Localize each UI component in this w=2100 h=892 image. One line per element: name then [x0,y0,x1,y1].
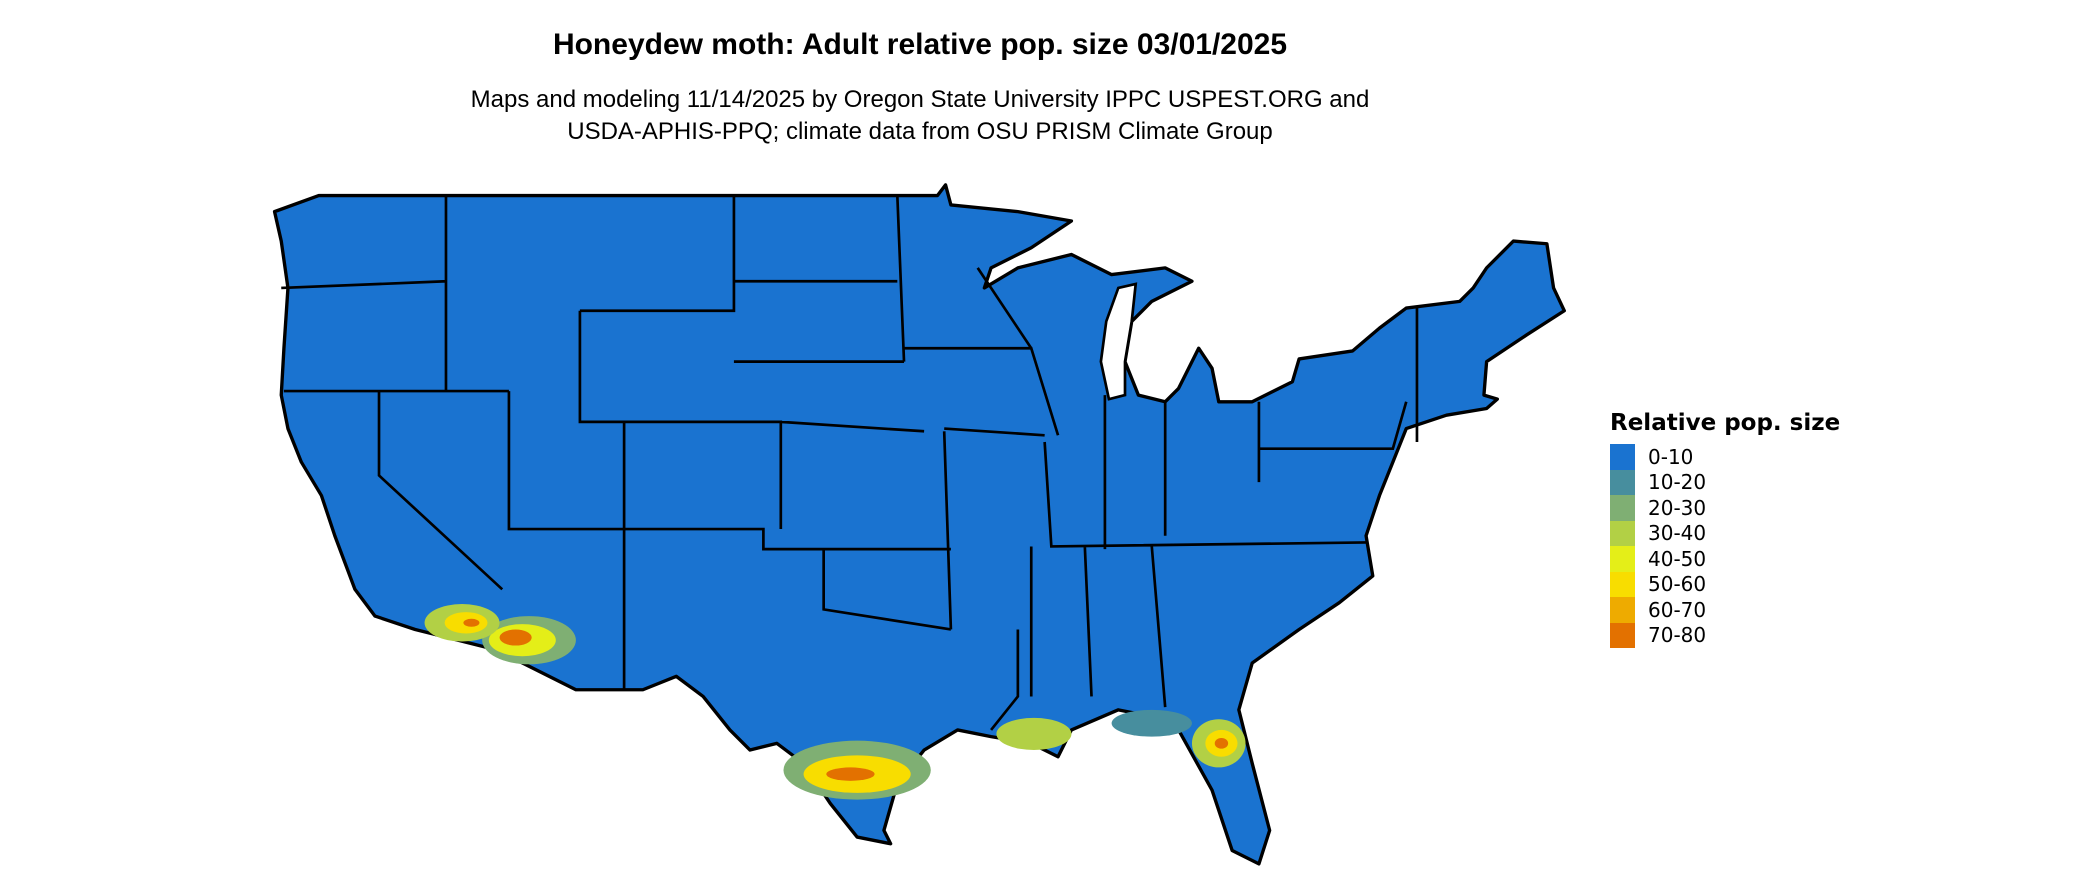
legend: Relative pop. size 0-10 10-20 20-30 30-40 40… [1610,410,1840,648]
hotspots [424,604,1246,800]
legend-label: 30-40 [1648,521,1707,546]
map-subtitle: Maps and modeling 11/14/2025 by Oregon S… [0,84,1840,148]
legend-label: 0-10 [1648,444,1694,469]
legend-item: 0-10 [1610,444,1840,470]
legend-item: 10-20 [1610,469,1840,495]
state-borders [281,195,1419,731]
legend-title: Relative pop. size [1610,410,1841,436]
legend-swatch [1610,571,1635,597]
legend-label: 40-50 [1648,546,1707,571]
legend-swatch [1610,444,1635,470]
lake-michigan [1099,282,1138,401]
legend-swatch [1610,546,1635,572]
legend-label: 20-30 [1648,495,1707,520]
legend-label: 60-70 [1648,597,1707,622]
legend-item: 20-30 [1610,495,1840,521]
legend-item: 70-80 [1610,622,1840,648]
map-title: Honeydew moth: Adult relative pop. size … [552,28,1288,61]
legend-label: 70-80 [1648,623,1707,648]
legend-swatch [1610,597,1635,623]
legend-swatch [1610,520,1635,546]
legend-swatch [1610,495,1635,521]
legend-item: 30-40 [1610,520,1840,546]
legend-item: 60-70 [1610,597,1840,623]
subtitle-line-1: Maps and modeling 11/14/2025 by Oregon S… [470,86,1370,113]
subtitle-line-2: USDA-APHIS-PPQ; climate data from OSU PR… [567,118,1273,145]
legend-swatch [1610,469,1635,495]
legend-label: 50-60 [1648,572,1707,597]
legend-item: 40-50 [1610,546,1840,572]
legend-swatch [1610,622,1635,648]
legend-item: 50-60 [1610,571,1840,597]
us-outline [272,183,1566,866]
legend-label: 10-20 [1648,470,1707,495]
